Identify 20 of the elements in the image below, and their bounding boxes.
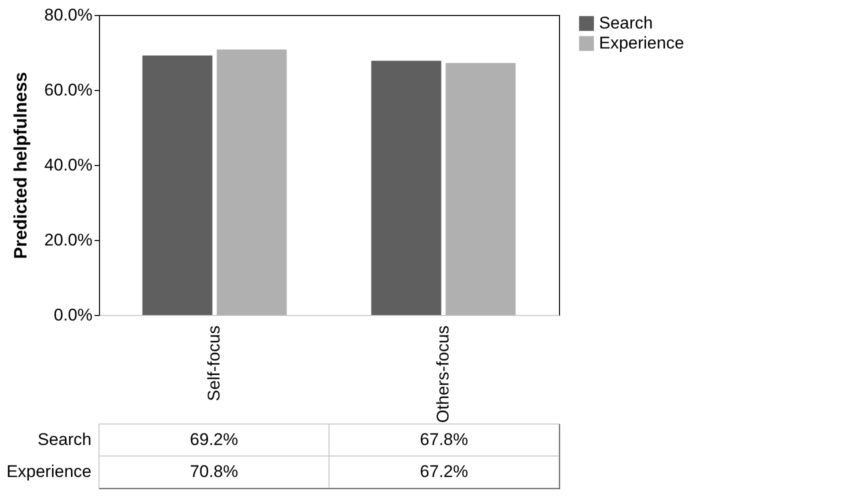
y-tick-label: 0.0%	[54, 306, 92, 324]
y-tick-label: 60.0%	[44, 80, 92, 100]
bar	[216, 50, 287, 315]
data-label: 70.8%	[190, 462, 238, 481]
bar	[446, 63, 516, 315]
legend-label: Search	[599, 14, 653, 32]
y-tick-label: 80.0%	[44, 6, 92, 24]
legend-label: Experience	[599, 34, 684, 52]
y-axis-title: Predicted helpfulness	[10, 72, 30, 260]
x-tick-label: Self-focus	[204, 326, 224, 402]
data-label: 69.2%	[190, 430, 238, 449]
bar	[371, 60, 442, 315]
data-label: 67.8%	[420, 430, 468, 449]
y-tick-label: 40.0%	[44, 156, 92, 174]
text: Experience	[6, 462, 92, 481]
text: Search	[38, 430, 92, 449]
data-label: 67.2%	[420, 462, 468, 481]
y-tick-label: 20.0%	[44, 230, 92, 250]
x-tick-label: Others-focus	[433, 326, 452, 423]
bar	[142, 56, 212, 315]
